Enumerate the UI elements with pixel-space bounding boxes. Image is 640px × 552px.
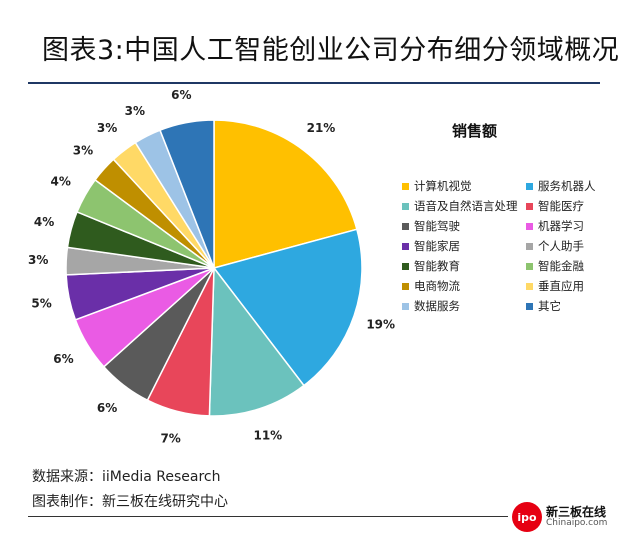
- legend-swatch: [402, 282, 409, 290]
- legend-item-8: 智能教育: [402, 258, 460, 274]
- legend-item-3: 智能医疗: [526, 198, 584, 214]
- pie-label-6: 5%: [31, 296, 51, 310]
- legend-item-1: 服务机器人: [526, 178, 596, 194]
- legend-swatch: [402, 202, 409, 210]
- legend-swatch: [526, 202, 533, 210]
- legend-swatch: [402, 222, 409, 230]
- legend-label: 智能医疗: [538, 199, 584, 213]
- pie-label-13: 6%: [171, 88, 191, 102]
- legend-swatch: [402, 302, 409, 310]
- legend-item-0: 计算机视觉: [402, 178, 472, 194]
- legend-swatch: [526, 182, 533, 190]
- legend-label: 垂直应用: [538, 279, 584, 293]
- legend-label: 语音及自然语言处理: [414, 199, 518, 213]
- legend-label: 智能驾驶: [414, 219, 460, 233]
- chart-title: 图表3:中国人工智能创业公司分布细分领域概况: [42, 35, 620, 66]
- pie-label-9: 4%: [50, 175, 70, 189]
- legend-label: 机器学习: [538, 219, 584, 233]
- pie-label-7: 3%: [28, 253, 48, 267]
- legend-label: 计算机视觉: [414, 179, 472, 193]
- legend-label: 智能家居: [414, 239, 460, 253]
- pie-slice-2: [208, 265, 305, 417]
- pie-label-0: 21%: [307, 121, 336, 135]
- pie-slice-0: [213, 119, 358, 269]
- legend-item-12: 数据服务: [402, 298, 460, 314]
- legend-label: 电商物流: [414, 279, 460, 293]
- pie-label-1: 19%: [366, 317, 395, 331]
- pie-slices: [65, 119, 363, 417]
- logo-domain: Chinaipo.com: [546, 517, 608, 528]
- brand-logo: ipo 新三板在线 Chinaipo.com: [512, 502, 607, 532]
- pie-label-5: 6%: [53, 352, 73, 366]
- title-divider: [28, 82, 600, 84]
- legend-item-9: 智能金融: [526, 258, 584, 274]
- legend-swatch: [402, 242, 409, 250]
- legend-item-5: 机器学习: [526, 218, 584, 234]
- pie-label-3: 7%: [160, 432, 180, 446]
- legend-label: 个人助手: [538, 239, 584, 253]
- legend-item-11: 垂直应用: [526, 278, 584, 294]
- pie-slice-13: [159, 119, 215, 269]
- legend-swatch: [526, 242, 533, 250]
- legend-swatch: [526, 302, 533, 310]
- legend-label: 智能教育: [414, 259, 460, 273]
- legend-item-7: 个人助手: [526, 238, 584, 254]
- legend-item-10: 电商物流: [402, 278, 460, 294]
- legend-swatch: [526, 262, 533, 270]
- legend-swatch: [526, 282, 533, 290]
- legend-label: 服务机器人: [538, 179, 596, 193]
- legend-item-6: 智能家居: [402, 238, 460, 254]
- legend-swatch: [402, 262, 409, 270]
- legend-item-2: 语音及自然语言处理: [402, 198, 518, 214]
- pie-slice-1: [212, 228, 363, 387]
- legend-label: 数据服务: [414, 299, 460, 313]
- pie-label-4: 6%: [97, 401, 117, 415]
- pie-label-10: 3%: [73, 144, 93, 158]
- legend-swatch: [402, 182, 409, 190]
- logo-name: 新三板在线: [546, 504, 607, 519]
- legend-item-4: 智能驾驶: [402, 218, 460, 234]
- chart-producer: 图表制作：新三板在线研究中心: [32, 494, 228, 510]
- pie-label-8: 4%: [34, 215, 54, 229]
- footer-divider: [28, 516, 508, 517]
- legend-item-13: 其它: [526, 298, 561, 314]
- legend-swatch: [526, 222, 533, 230]
- legend-label: 其它: [538, 299, 561, 313]
- logo-badge: ipo: [512, 502, 542, 532]
- data-source: 数据来源：iiMedia Research: [32, 469, 221, 485]
- legend-title: 销售额: [452, 122, 498, 140]
- pie-label-2: 11%: [253, 429, 282, 443]
- pie-label-12: 3%: [125, 104, 145, 118]
- legend-label: 智能金融: [538, 259, 584, 273]
- pie-labels: 21% 19% 11% 7% 6% 6% 5% 3% 4% 4% 3% 3% 3% 6%: [28, 88, 395, 446]
- pie-label-11: 3%: [97, 121, 117, 135]
